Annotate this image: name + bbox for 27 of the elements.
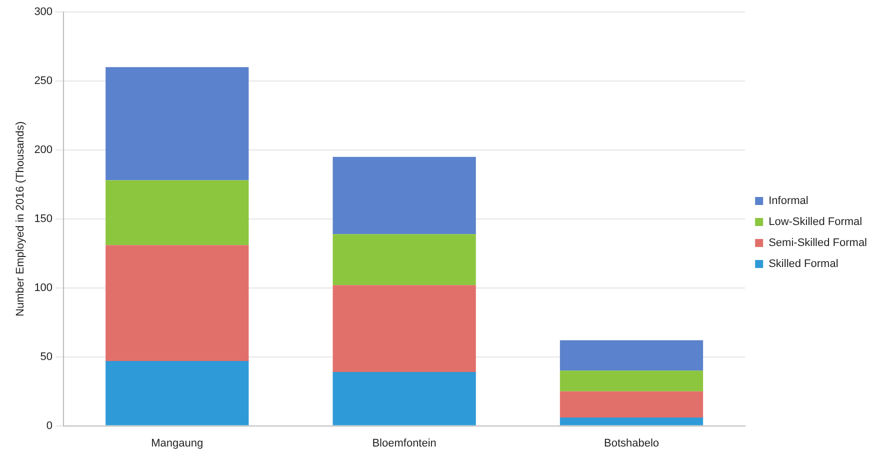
bar bbox=[106, 67, 249, 180]
bar bbox=[106, 360, 249, 426]
legend-label: Skilled Formal bbox=[768, 258, 838, 270]
bar bbox=[332, 285, 476, 372]
bar bbox=[560, 391, 704, 418]
x-tick-label: Botshabelo bbox=[604, 437, 660, 450]
bar bbox=[106, 245, 249, 361]
legend-label: Informal bbox=[768, 195, 808, 208]
y-tick-label: 50 bbox=[40, 350, 53, 363]
y-tick-label: 300 bbox=[34, 6, 53, 18]
bar bbox=[560, 340, 704, 371]
bar bbox=[332, 372, 476, 426]
bar bbox=[560, 370, 704, 392]
legend-label: Semi-Skilled Formal bbox=[768, 237, 868, 250]
bar bbox=[106, 180, 249, 246]
x-tick-label: Bloemfontein bbox=[372, 437, 436, 450]
bar bbox=[332, 234, 476, 286]
y-tick-label: 250 bbox=[34, 75, 53, 87]
y-tick-label: 100 bbox=[34, 282, 53, 294]
bar bbox=[560, 418, 704, 426]
legend-label: Low-Skilled Formal bbox=[768, 216, 862, 228]
y-tick-label: 0 bbox=[46, 420, 53, 432]
y-axis-title: Number Employed in 2016 (Thousands) bbox=[14, 121, 27, 316]
bar bbox=[332, 156, 476, 234]
y-tick-label: 200 bbox=[34, 144, 53, 156]
y-tick-label: 150 bbox=[34, 212, 53, 225]
x-tick-label: Mangaung bbox=[151, 437, 204, 450]
